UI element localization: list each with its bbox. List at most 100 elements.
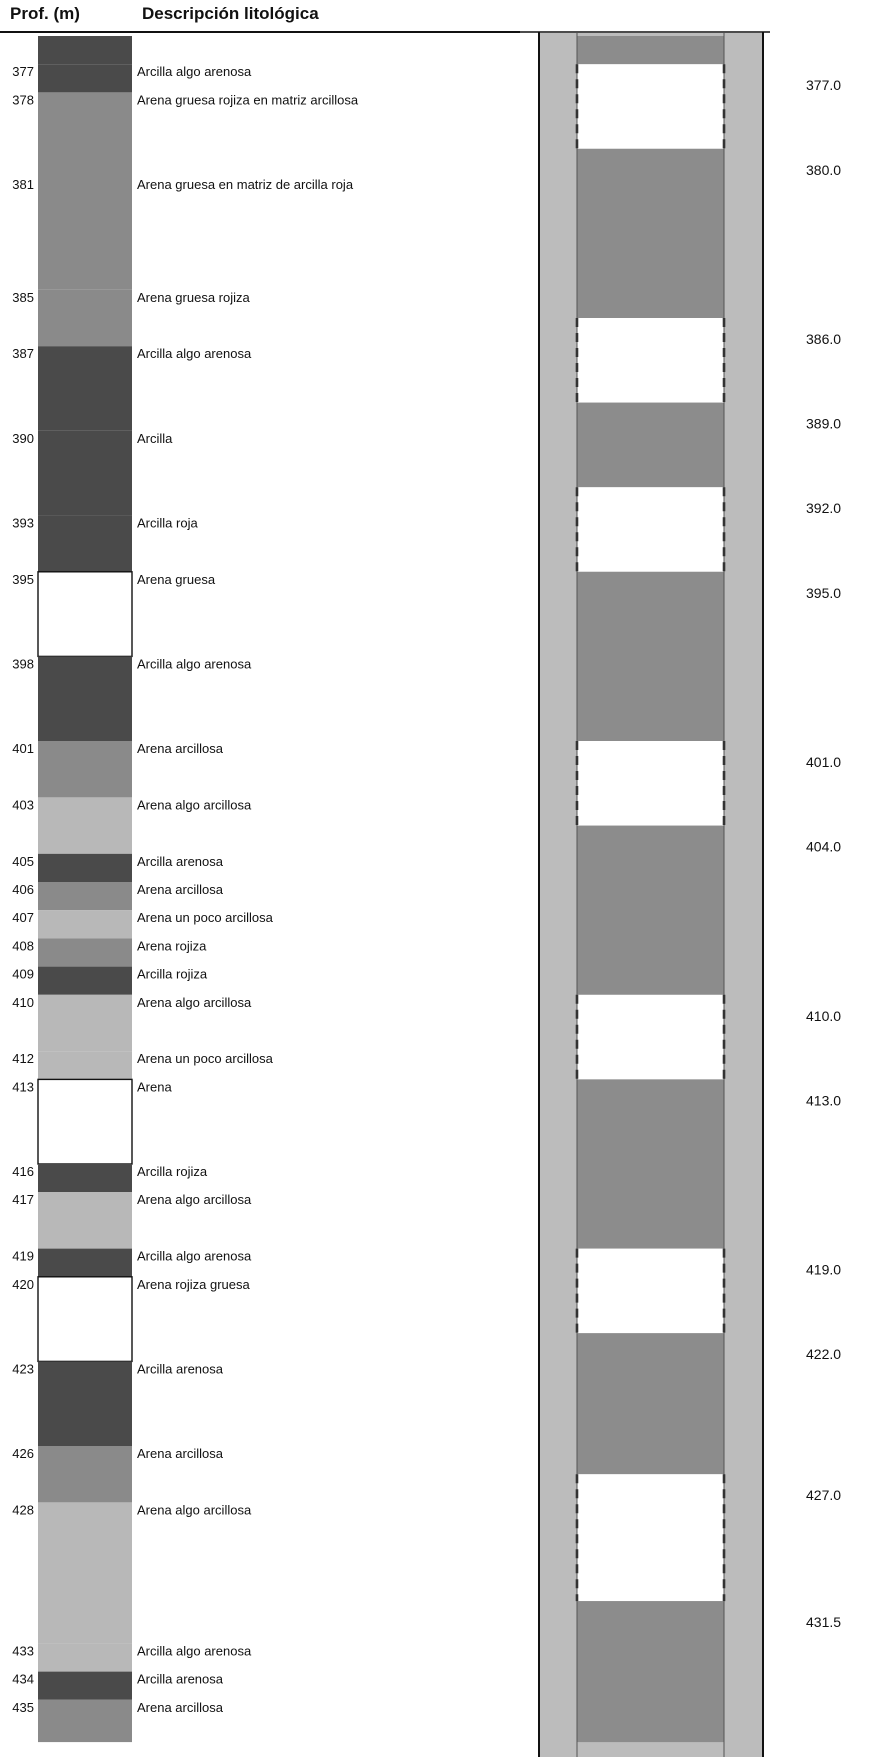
- depth-label: 426: [12, 1446, 34, 1461]
- depth-label: 433: [12, 1643, 34, 1658]
- depth-label: 416: [12, 1164, 34, 1179]
- layer-description: Arena gruesa rojiza en matriz arcillosa: [137, 92, 359, 107]
- lithology-layer: [38, 797, 132, 854]
- screen-depth-label: 401.0: [806, 754, 841, 770]
- screen-depth-label: 380.0: [806, 162, 841, 178]
- screen-depth-label: 427.0: [806, 1487, 841, 1503]
- blank-casing-section: [577, 1601, 724, 1743]
- depth-label: 420: [12, 1277, 34, 1292]
- layer-description: Arcilla algo arenosa: [137, 1643, 252, 1658]
- lithology-layer: [38, 177, 132, 290]
- layer-description: Arena gruesa rojiza: [137, 290, 250, 305]
- depth-label: 387: [12, 346, 34, 361]
- layer-description: Arena un poco arcillosa: [137, 910, 274, 925]
- screen-depth-label: 431.5: [806, 1614, 841, 1630]
- layer-description: Arcilla algo arenosa: [137, 1249, 252, 1264]
- screen-depth-label: 413.0: [806, 1092, 841, 1108]
- layer-description: Arcilla arenosa: [137, 854, 224, 869]
- screen-depth-label: 377.0: [806, 77, 841, 93]
- layer-description: Arena: [137, 1079, 172, 1094]
- depth-label: 390: [12, 431, 34, 446]
- header-rule: [0, 31, 520, 33]
- depth-label: 406: [12, 882, 34, 897]
- layer-description: Arena algo arcillosa: [137, 1502, 252, 1517]
- depth-label: 428: [12, 1502, 34, 1517]
- blank-casing-section: [577, 36, 724, 65]
- layer-description: Arcilla algo arenosa: [137, 656, 252, 671]
- depth-label: 410: [12, 995, 34, 1010]
- depth-label: 408: [12, 938, 34, 953]
- screen-section: [577, 1474, 724, 1602]
- layer-description: Arena arcillosa: [137, 1700, 224, 1715]
- screen-section: [577, 994, 724, 1080]
- layer-description: Arena rojiza gruesa: [137, 1277, 250, 1292]
- depth-label: 398: [12, 656, 34, 671]
- blank-casing-section: [577, 148, 724, 318]
- depth-label: 409: [12, 967, 34, 982]
- lithology-layer: [38, 741, 132, 798]
- depth-label: 407: [12, 910, 34, 925]
- lithology-layer: [38, 1361, 132, 1446]
- screen-depth-label: 422.0: [806, 1346, 841, 1362]
- lithology-layer: [38, 1446, 132, 1503]
- screen-depth-label: 404.0: [806, 839, 841, 855]
- blank-casing-section: [577, 825, 724, 995]
- lithology-layer: [38, 994, 132, 1052]
- depth-label: 381: [12, 177, 34, 192]
- lithology-layer: [38, 656, 132, 741]
- layer-description: Arcilla rojiza: [137, 1164, 208, 1179]
- layer-description: Arena algo arcillosa: [137, 797, 252, 812]
- screen-section: [577, 741, 724, 826]
- layer-description: Arena un poco arcillosa: [137, 1051, 274, 1066]
- layer-description: Arena algo arcillosa: [137, 995, 252, 1010]
- lithology-layer: [38, 515, 132, 572]
- depth-label: 412: [12, 1051, 34, 1066]
- lithology-layer: [37, 1276, 133, 1363]
- blank-casing-section: [577, 1079, 724, 1249]
- screen-section: [577, 318, 724, 403]
- depth-label: 405: [12, 854, 34, 869]
- lithology-layer: [38, 289, 132, 347]
- depth-label: 377: [12, 64, 34, 79]
- lithology-layer: [38, 1671, 132, 1700]
- depth-label: 393: [12, 515, 34, 530]
- lithology-layer: [37, 571, 133, 658]
- layer-description: Arcilla algo arenosa: [137, 64, 252, 79]
- layer-description: Arena arcillosa: [137, 741, 224, 756]
- depth-label: 435: [12, 1700, 34, 1715]
- depth-column-header: Prof. (m): [10, 4, 80, 23]
- lithology-layer: [38, 1502, 132, 1644]
- layer-description: Arena arcillosa: [137, 1446, 224, 1461]
- layer-description: Arena rojiza: [137, 938, 207, 953]
- lithology-layer: [38, 1248, 132, 1277]
- layer-description: Arena gruesa en matriz de arcilla roja: [137, 177, 354, 192]
- lithology-layer: [38, 64, 132, 93]
- depth-label: 378: [12, 92, 34, 107]
- depth-label: 395: [12, 572, 34, 587]
- layer-description: Arcilla rojiza: [137, 967, 208, 982]
- lithology-layer: [38, 853, 132, 882]
- depth-label: 385: [12, 290, 34, 305]
- lithology-layer: [38, 1051, 132, 1080]
- lithology-top-strip: [38, 36, 132, 65]
- layer-description: Arcilla arenosa: [137, 1672, 224, 1687]
- description-column-header: Descripción litológica: [142, 4, 319, 23]
- lithology-layer: [38, 1192, 132, 1249]
- layer-description: Arcilla: [137, 431, 173, 446]
- blank-casing-section: [577, 1333, 724, 1475]
- depth-label: 419: [12, 1249, 34, 1264]
- lithology-layer: [37, 1078, 133, 1165]
- lithology-layer: [38, 346, 132, 431]
- screen-section: [577, 1248, 724, 1334]
- layer-description: Arena gruesa: [137, 572, 216, 587]
- lithology-layer: [38, 966, 132, 995]
- layer-description: Arcilla arenosa: [137, 1361, 224, 1376]
- screen-section: [577, 487, 724, 572]
- screen-section: [577, 64, 724, 149]
- lithology-layer: [38, 910, 132, 939]
- lithology-layer: [38, 1643, 132, 1672]
- layer-description: Arena algo arcillosa: [137, 1192, 252, 1207]
- lithology-layer: [38, 92, 132, 177]
- screen-depth-label: 389.0: [806, 416, 841, 432]
